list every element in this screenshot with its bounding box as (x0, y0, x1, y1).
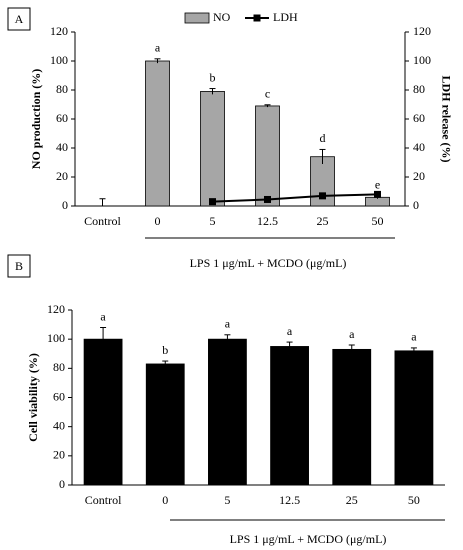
y-tick-label: 100 (47, 331, 65, 345)
legend-swatch (184, 12, 210, 24)
y-tick-label: 120 (50, 24, 68, 38)
bar (394, 350, 434, 486)
panel-label: B (15, 259, 23, 273)
bar (208, 338, 247, 486)
significance-letter: d (320, 131, 326, 145)
x-tick-label: 50 (372, 214, 384, 228)
line-marker (374, 190, 381, 198)
panel-label: A (15, 12, 24, 26)
y2-tick-label: 20 (413, 169, 425, 183)
legend-label: LDH (273, 10, 298, 24)
y2-tick-label: 60 (413, 111, 425, 125)
significance-letter: b (162, 343, 168, 357)
bar (200, 91, 225, 207)
y2-tick-label: 100 (413, 53, 431, 67)
x-tick-label: 25 (317, 214, 329, 228)
y-tick-label: 60 (53, 389, 65, 403)
significance-letter: a (155, 41, 161, 55)
y2-tick-label: 0 (413, 198, 419, 212)
significance-letter: a (411, 330, 417, 344)
x-axis-label: LPS 1 μg/mL + MCDO (μg/mL) (190, 256, 347, 270)
y-tick-label: 80 (56, 82, 68, 96)
panel-box (7, 7, 31, 31)
x-tick-label: 25 (346, 493, 358, 507)
y-tick-label: 20 (56, 169, 68, 183)
significance-letter: e (375, 178, 380, 192)
y-tick-label: 120 (47, 302, 65, 316)
y-tick-label: 20 (53, 448, 65, 462)
bar (83, 338, 123, 486)
bar (255, 105, 280, 207)
y-tick-label: 40 (53, 418, 65, 432)
significance-letter: c (265, 87, 270, 101)
x-tick-label: 5 (210, 214, 216, 228)
panel-box (7, 254, 31, 278)
y-tick-label: 60 (56, 111, 68, 125)
y-tick-label: 80 (53, 360, 65, 374)
legend-label: NO (213, 10, 231, 24)
x-tick-label: Control (85, 493, 122, 507)
bar (145, 363, 185, 486)
x-tick-label: 50 (408, 493, 420, 507)
y-tick-label: 40 (56, 140, 68, 154)
bar (332, 348, 372, 486)
significance-letter: a (349, 327, 355, 341)
y-tick-label: 0 (62, 198, 68, 212)
significance-letter: a (225, 317, 231, 331)
line-marker (209, 198, 216, 206)
legend-marker (253, 14, 261, 22)
y-axis-label: Cell viability (%) (26, 353, 40, 442)
y2-tick-label: 120 (413, 24, 431, 38)
x-tick-label: 0 (162, 493, 168, 507)
significance-letter: a (100, 309, 106, 323)
x-tick-label: 5 (224, 493, 230, 507)
x-tick-label: 0 (155, 214, 161, 228)
line (212, 193, 378, 203)
y-tick-label: 0 (59, 477, 65, 491)
bar (270, 346, 309, 486)
y2-axis-label: LDH release (%) (439, 75, 453, 162)
y-tick-label: 100 (50, 53, 68, 67)
line-marker (264, 195, 271, 203)
line-marker (319, 192, 326, 200)
y2-tick-label: 80 (413, 82, 425, 96)
significance-letter: a (287, 324, 293, 338)
y2-tick-label: 40 (413, 140, 425, 154)
x-axis-label: LPS 1 μg/mL + MCDO (μg/mL) (230, 532, 387, 546)
y-axis-label: NO production (%) (29, 69, 43, 169)
x-tick-label: 12.5 (257, 214, 278, 228)
x-tick-label: Control (84, 214, 121, 228)
bar (145, 60, 170, 207)
significance-letter: b (210, 70, 216, 84)
x-tick-label: 12.5 (279, 493, 300, 507)
